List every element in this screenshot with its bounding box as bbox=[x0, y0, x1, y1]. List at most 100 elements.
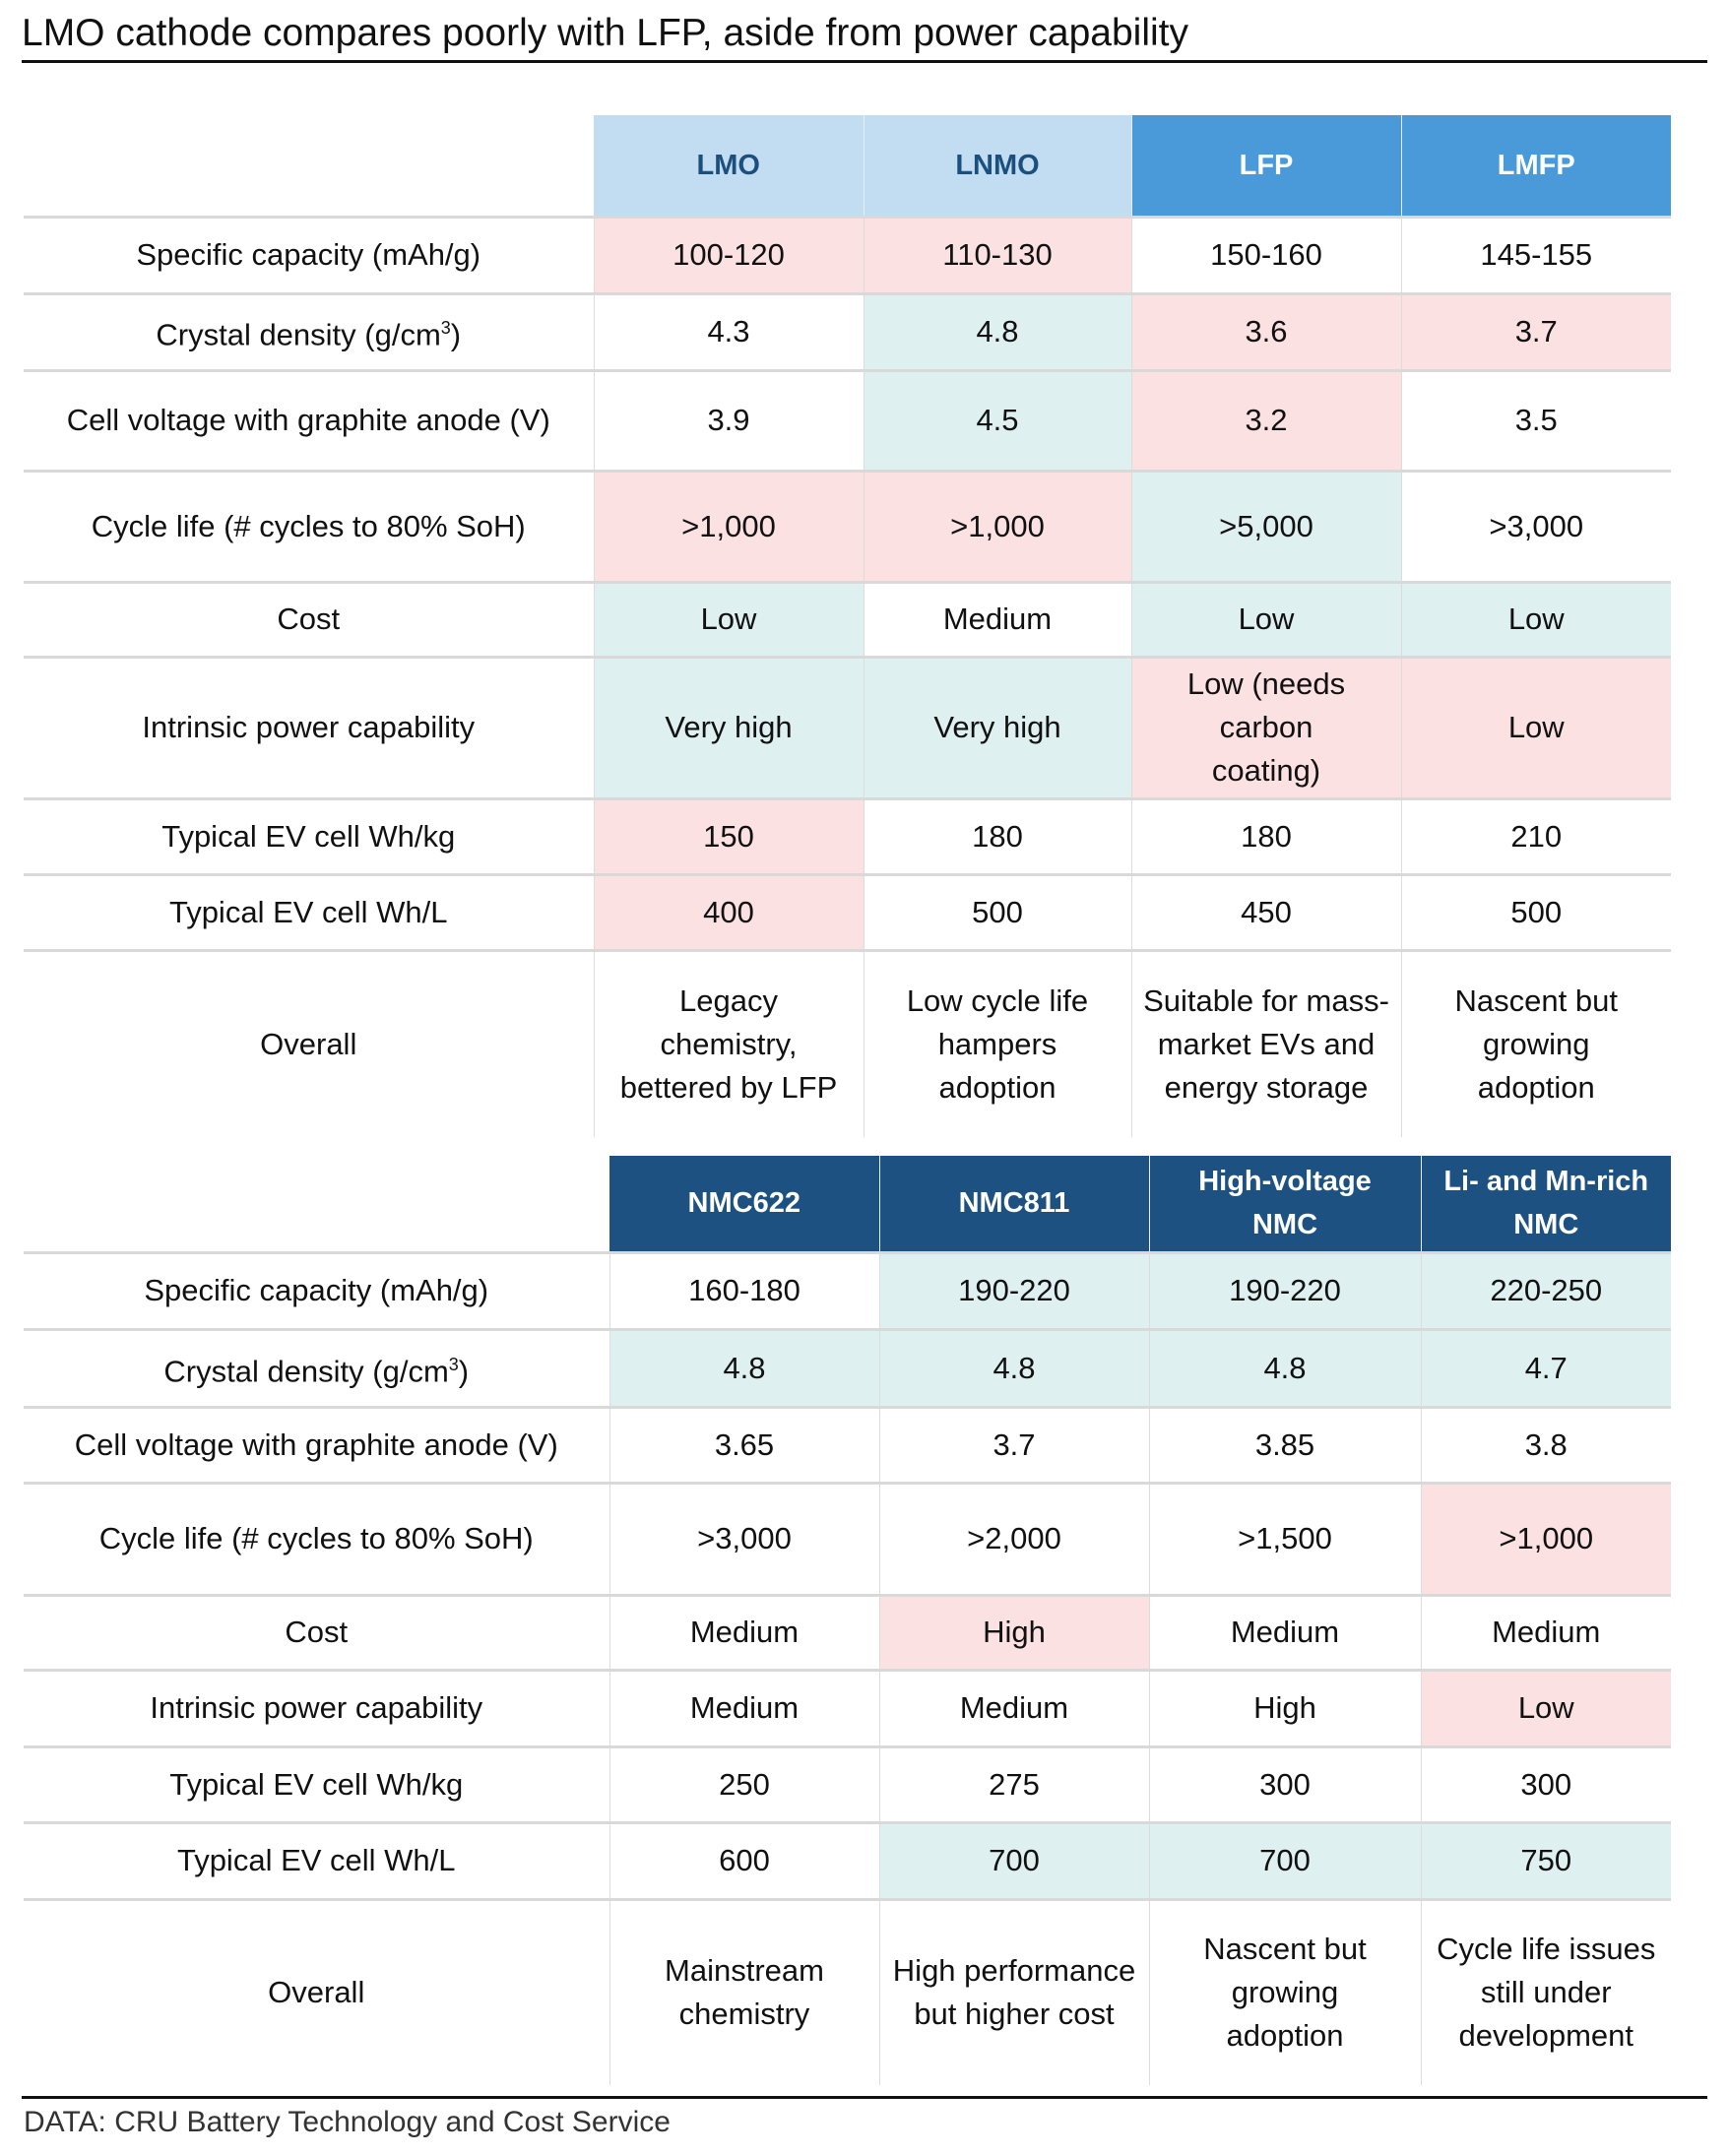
row-label: Specific capacity (mAh/g) bbox=[24, 215, 594, 293]
table-row: Cost Medium High Medium Medium bbox=[24, 1593, 1671, 1670]
row-label: Cell voltage with graphite anode (V) bbox=[24, 1405, 609, 1483]
row-label-end: ) bbox=[450, 317, 462, 352]
table-cell: Medium bbox=[863, 580, 1131, 657]
table-cell: 500 bbox=[863, 872, 1131, 950]
table-cell: 160-180 bbox=[608, 1250, 879, 1329]
table-cell: 210 bbox=[1400, 796, 1671, 874]
title-divider bbox=[22, 60, 1707, 63]
table-cell: High bbox=[878, 1593, 1149, 1670]
table-cell: 300 bbox=[1420, 1744, 1671, 1822]
table-row: Crystal density (g/cm3) 4.3 4.8 3.6 3.7 bbox=[24, 291, 1671, 370]
table-cell: Low (needs carbon coating) bbox=[1130, 655, 1401, 798]
column-header-high-voltage-nmc: High-voltage NMC bbox=[1148, 1156, 1421, 1252]
table-cell: 100-120 bbox=[593, 215, 864, 293]
table-cell: 3.85 bbox=[1148, 1405, 1421, 1483]
row-label: Cycle life (# cycles to 80% SoH) bbox=[24, 1481, 609, 1595]
table-cell: 3.7 bbox=[878, 1405, 1149, 1483]
column-header-lnmo: LNMO bbox=[863, 115, 1131, 217]
table-cell: 4.3 bbox=[593, 291, 864, 370]
table-cell: >3,000 bbox=[1400, 469, 1671, 582]
row-label: Cell voltage with graphite anode (V) bbox=[24, 368, 594, 471]
table-cell: 3.8 bbox=[1420, 1405, 1671, 1483]
table-cell: Medium bbox=[608, 1668, 879, 1746]
table-row: Typical EV cell Wh/kg 150 180 180 210 bbox=[24, 796, 1671, 874]
column-header-lfp: LFP bbox=[1130, 115, 1401, 217]
table-cell: 275 bbox=[878, 1744, 1149, 1822]
table-cell: Legacy chemistry, bettered by LFP bbox=[593, 948, 864, 1137]
table-cell: Low bbox=[1420, 1668, 1671, 1746]
column-header-li-mn-rich-nmc: Li- and Mn-rich NMC bbox=[1420, 1156, 1671, 1252]
table-cell: Very high bbox=[863, 655, 1131, 798]
table-cell: 500 bbox=[1400, 872, 1671, 950]
header-blank bbox=[24, 1156, 609, 1252]
table-cell: 3.65 bbox=[608, 1405, 879, 1483]
table-cell: 4.8 bbox=[878, 1327, 1149, 1407]
column-header-lmo: LMO bbox=[594, 115, 864, 217]
row-label-text: Crystal density (g/cm bbox=[163, 1354, 449, 1389]
footer-divider bbox=[22, 2096, 1707, 2099]
table-cell: 190-220 bbox=[1148, 1250, 1421, 1329]
column-header-nmc811: NMC811 bbox=[878, 1156, 1149, 1252]
table-cell: 600 bbox=[608, 1820, 879, 1899]
table-cell: 150-160 bbox=[1130, 215, 1401, 293]
table-cell: >3,000 bbox=[608, 1481, 879, 1595]
row-label: Crystal density (g/cm3) bbox=[24, 291, 594, 370]
table-cell: 250 bbox=[608, 1744, 879, 1822]
table-cell: 3.7 bbox=[1400, 291, 1671, 370]
table-cell: Mainstream chemistry bbox=[608, 1897, 879, 2085]
table-row: Typical EV cell Wh/kg 250 275 300 300 bbox=[24, 1744, 1671, 1822]
column-header-lmfp: LMFP bbox=[1400, 115, 1671, 217]
table-cell: 190-220 bbox=[878, 1250, 1149, 1329]
table-cell: 4.7 bbox=[1420, 1327, 1671, 1407]
table-cell: Nascent but growing adoption bbox=[1400, 948, 1671, 1137]
row-label: Overall bbox=[24, 1897, 609, 2085]
table-row: Cost Low Medium Low Low bbox=[24, 580, 1671, 657]
table-row: Cell voltage with graphite anode (V) 3.6… bbox=[24, 1405, 1671, 1483]
table-cell: >1,500 bbox=[1148, 1481, 1421, 1595]
chart-title: LMO cathode compares poorly with LFP, as… bbox=[22, 12, 1189, 54]
table-cell: Low cycle life hampers adoption bbox=[863, 948, 1131, 1137]
table-cell: 450 bbox=[1130, 872, 1401, 950]
table-row: Overall Legacy chemistry, bettered by LF… bbox=[24, 948, 1671, 1137]
table-header-row: LMO LNMO LFP LMFP bbox=[24, 115, 1671, 217]
table-cell: 4.5 bbox=[863, 368, 1131, 471]
table-row: Overall Mainstream chemistry High perfor… bbox=[24, 1897, 1671, 2085]
row-label: Typical EV cell Wh/kg bbox=[24, 796, 594, 874]
table-cell: 3.2 bbox=[1130, 368, 1401, 471]
header-blank bbox=[24, 115, 594, 217]
comparison-table-lmo-lfp: LMO LNMO LFP LMFP Specific capacity (mAh… bbox=[24, 115, 1671, 1137]
table-cell: 750 bbox=[1420, 1820, 1671, 1899]
table-cell: 700 bbox=[878, 1820, 1149, 1899]
table-cell: Low bbox=[1400, 580, 1671, 657]
row-label: Cost bbox=[24, 580, 594, 657]
superscript: 3 bbox=[448, 1354, 459, 1374]
table-cell: >1,000 bbox=[1420, 1481, 1671, 1595]
table-cell: 300 bbox=[1148, 1744, 1421, 1822]
row-label: Cost bbox=[24, 1593, 609, 1670]
table-cell: 4.8 bbox=[863, 291, 1131, 370]
row-label: Intrinsic power capability bbox=[24, 655, 594, 798]
table-cell: >5,000 bbox=[1130, 469, 1401, 582]
table-row: Typical EV cell Wh/L 600 700 700 750 bbox=[24, 1820, 1671, 1899]
table-cell: 110-130 bbox=[863, 215, 1131, 293]
table-cell: 220-250 bbox=[1420, 1250, 1671, 1329]
comparison-table-nmc: NMC622 NMC811 High-voltage NMC Li- and M… bbox=[24, 1156, 1671, 2085]
row-label: Typical EV cell Wh/L bbox=[24, 1820, 609, 1899]
table-cell: 150 bbox=[593, 796, 864, 874]
table-cell: Medium bbox=[608, 1593, 879, 1670]
table-row: Typical EV cell Wh/L 400 500 450 500 bbox=[24, 872, 1671, 950]
column-header-nmc622: NMC622 bbox=[609, 1156, 879, 1252]
table-cell: High performance but higher cost bbox=[878, 1897, 1149, 2085]
table-cell: Nascent but growing adoption bbox=[1148, 1897, 1421, 2085]
table-row: Specific capacity (mAh/g) 160-180 190-22… bbox=[24, 1250, 1671, 1329]
table-cell: >1,000 bbox=[863, 469, 1131, 582]
table-row: Intrinsic power capability Medium Medium… bbox=[24, 1668, 1671, 1746]
table-cell: 145-155 bbox=[1400, 215, 1671, 293]
table-cell: High bbox=[1148, 1668, 1421, 1746]
table-cell: Cycle life issues still under developmen… bbox=[1420, 1897, 1671, 2085]
table-cell: 3.5 bbox=[1400, 368, 1671, 471]
table-cell: 4.8 bbox=[608, 1327, 879, 1407]
row-label-end: ) bbox=[458, 1354, 470, 1389]
superscript: 3 bbox=[440, 318, 451, 339]
table-row: Crystal density (g/cm3) 4.8 4.8 4.8 4.7 bbox=[24, 1327, 1671, 1407]
